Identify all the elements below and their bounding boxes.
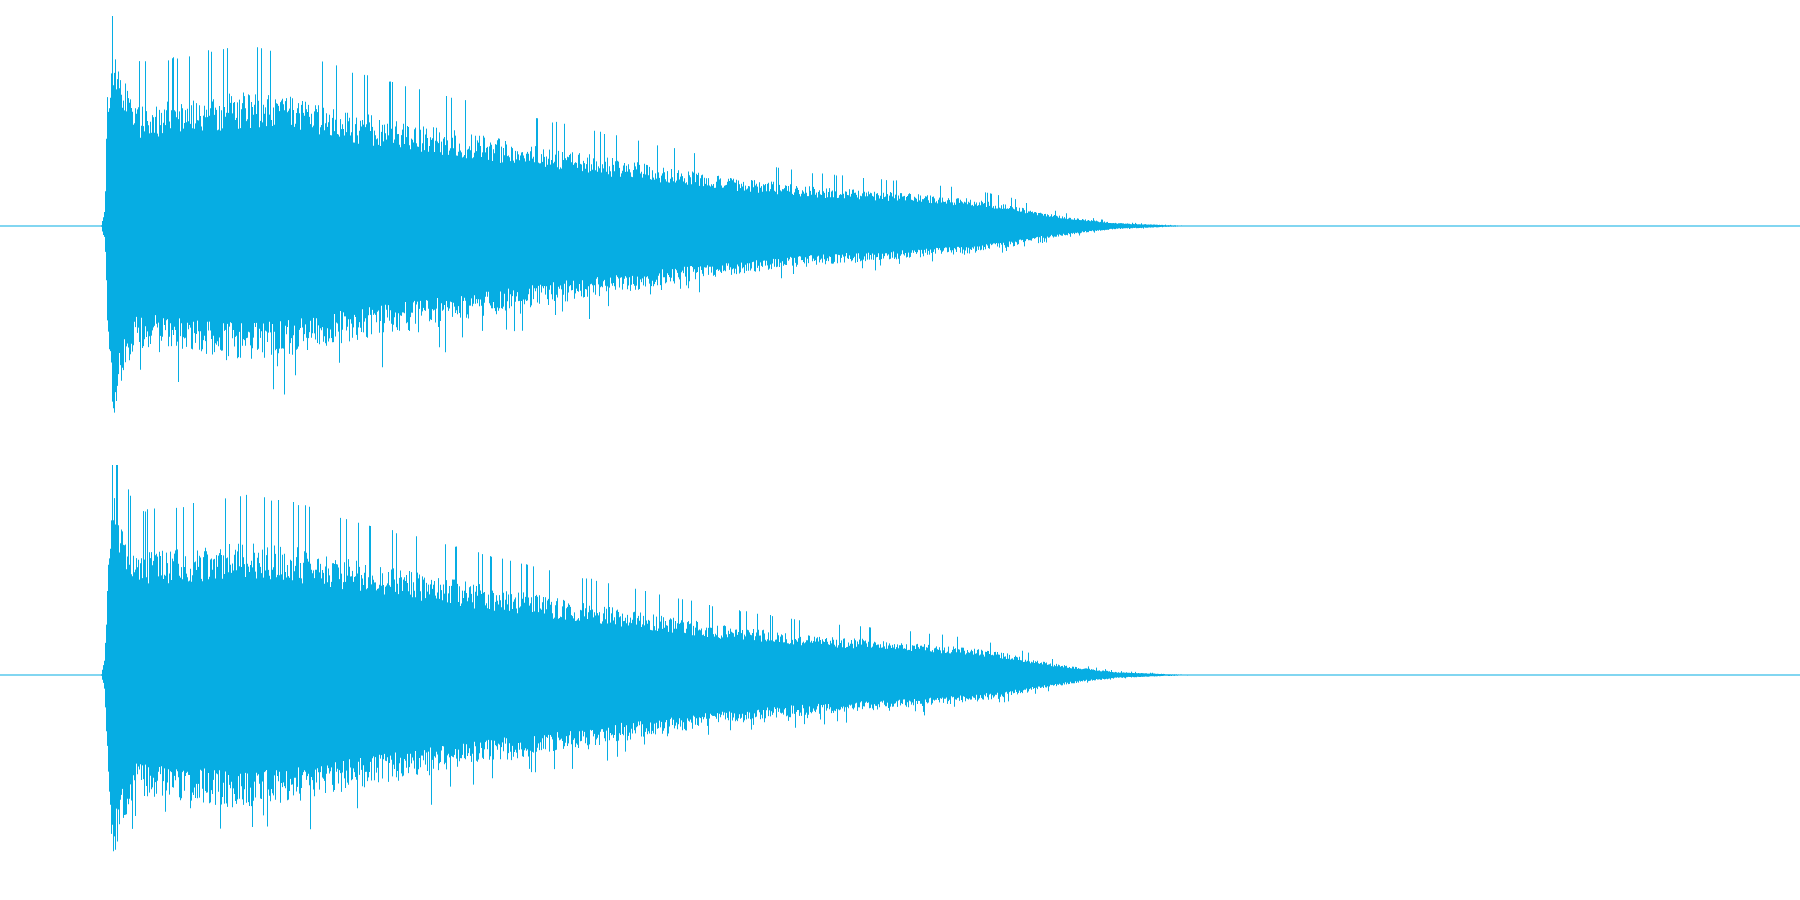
channel-1-signal xyxy=(101,16,1188,413)
channel-2-waveform xyxy=(0,465,1800,852)
channel-1-waveform xyxy=(0,16,1800,413)
channel-2-signal xyxy=(101,465,1188,852)
